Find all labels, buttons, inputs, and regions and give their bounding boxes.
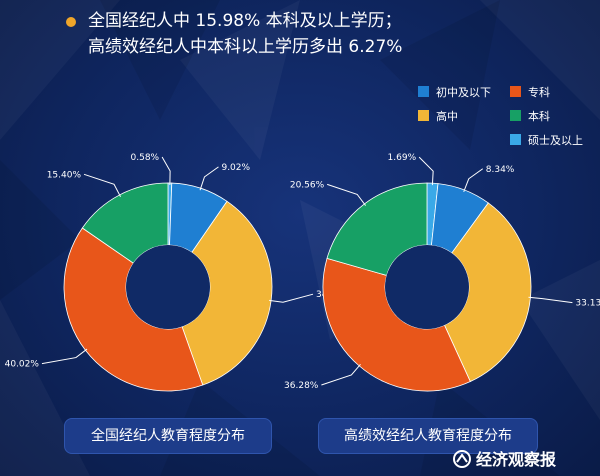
donut-hole <box>385 245 469 329</box>
legend-label: 本科 <box>528 110 550 123</box>
publisher-logo-icon <box>453 450 471 468</box>
leader-line <box>418 156 434 186</box>
leader-line <box>327 183 367 206</box>
legend-label: 硕士及以上 <box>528 134 583 147</box>
legend-swatch <box>510 86 521 97</box>
legend-swatch <box>418 110 429 121</box>
headline-line-2: 高绩效经纪人中本科以上学历多出 6.27% <box>88 37 403 57</box>
chart-caption-national: 全国经纪人教育程度分布 <box>64 418 272 454</box>
headline: 全国经纪人中 15.98% 本科及以上学历； 高绩效经纪人中本科以上学历多出 6… <box>66 8 588 60</box>
publisher-watermark: 经济观察报 <box>452 446 556 470</box>
legend-item: 初中及以下 <box>418 84 491 100</box>
data-label: 40.02% <box>5 360 40 370</box>
data-label: 36.28% <box>284 381 319 391</box>
legend-swatch <box>418 86 429 97</box>
leader-line <box>41 348 88 365</box>
headline-line-1: 全国经纪人中 15.98% 本科及以上学历； <box>88 11 402 31</box>
chart-legend: 初中及以下 专科 高中 本科 硕士及以上 <box>418 84 598 148</box>
legend-item: 专科 <box>510 84 550 100</box>
data-label: 1.69% <box>388 153 417 163</box>
legend-label: 初中及以下 <box>436 86 491 99</box>
data-label: 20.56% <box>290 180 325 190</box>
leader-line <box>463 168 484 193</box>
bullet-dot-icon <box>66 17 76 27</box>
data-label: 0.58% <box>131 153 160 163</box>
legend-swatch <box>510 134 521 145</box>
donut-hole <box>126 245 210 329</box>
data-label: 33.13% <box>575 299 600 309</box>
legend-item: 高中 <box>418 108 458 124</box>
leader-line <box>83 173 121 197</box>
data-label: 8.34% <box>486 165 515 175</box>
legend-item: 硕士及以上 <box>510 132 583 148</box>
legend-swatch <box>510 110 521 121</box>
legend-label: 高中 <box>436 110 458 123</box>
watermark-text: 经济观察报 <box>476 450 557 469</box>
chart-caption-high-performance: 高绩效经纪人教育程度分布 <box>318 418 538 454</box>
leader-line <box>199 166 219 191</box>
leader-line <box>528 296 573 304</box>
data-label: 15.40% <box>47 170 82 180</box>
data-label: 9.02% <box>221 163 250 173</box>
leader-line <box>269 293 314 303</box>
leader-line <box>321 364 361 386</box>
leader-line <box>161 156 171 186</box>
legend-label: 专科 <box>528 86 550 99</box>
legend-item: 本科 <box>510 108 550 124</box>
